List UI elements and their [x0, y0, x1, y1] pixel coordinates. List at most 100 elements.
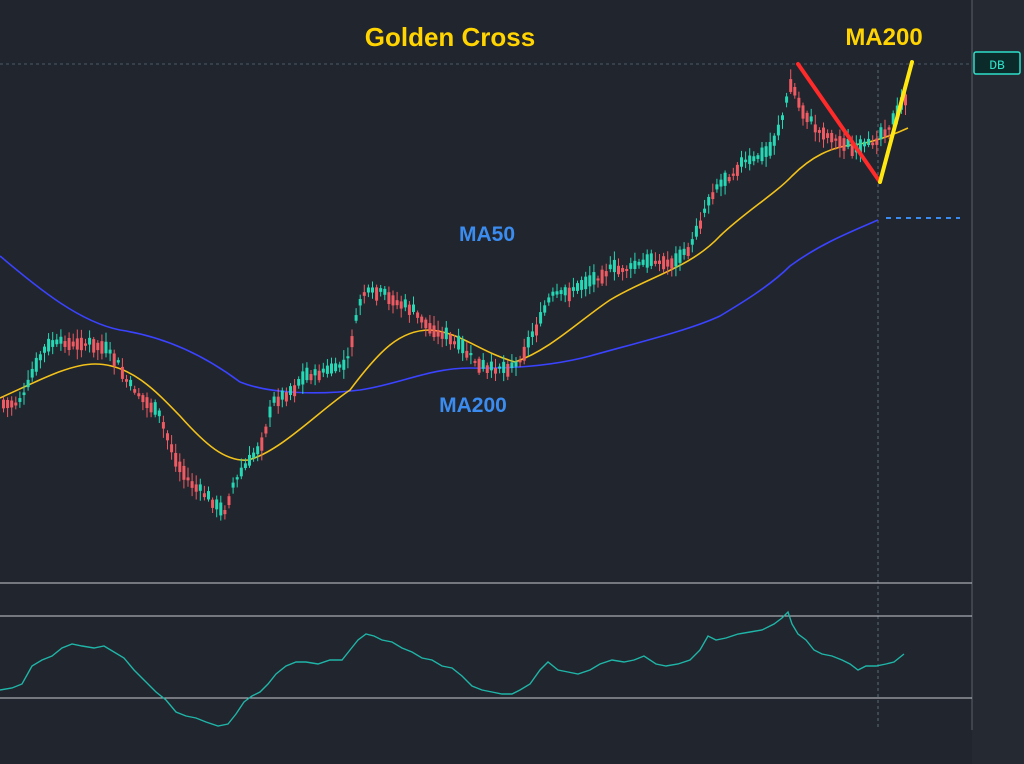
candle-body — [268, 406, 272, 418]
candle-body — [694, 225, 698, 237]
candle-body — [666, 259, 670, 267]
candle-body — [284, 392, 288, 402]
candle-body — [584, 276, 588, 290]
candle-body — [84, 343, 87, 346]
candle-body — [354, 315, 358, 321]
candle-body — [338, 364, 342, 368]
candle-body — [526, 336, 530, 348]
candle-body — [51, 340, 55, 347]
candle-body — [744, 159, 748, 163]
candle-body — [576, 283, 579, 291]
candle-body — [752, 156, 756, 162]
candle-body — [653, 260, 657, 264]
candle-body — [416, 312, 420, 318]
candle-body — [108, 349, 112, 354]
candle-body — [904, 94, 907, 106]
candle-body — [366, 287, 370, 293]
candle-body — [850, 142, 854, 156]
candle-body — [297, 379, 301, 386]
candle-body — [703, 208, 707, 213]
ma50-line — [0, 127, 909, 461]
candle-body — [239, 467, 243, 477]
candle-body — [186, 477, 190, 481]
candle-body — [612, 259, 616, 273]
candle-body — [883, 129, 887, 137]
candle-body — [75, 338, 79, 350]
candle-body — [543, 305, 547, 313]
candle-body — [18, 398, 22, 402]
candle-body — [444, 327, 448, 340]
candle-body — [465, 350, 469, 358]
candle-body — [223, 510, 227, 515]
candle-body — [59, 336, 63, 344]
oscillator-line — [0, 610, 905, 727]
candle-body — [145, 397, 149, 409]
candle-body — [838, 136, 842, 148]
candle-body — [330, 363, 333, 374]
candle-body — [793, 86, 797, 96]
candle-body — [412, 304, 415, 312]
candle-body — [407, 304, 411, 315]
candle-body — [120, 366, 124, 379]
candle-body — [157, 410, 161, 417]
candle-body — [149, 402, 153, 413]
candle-body — [588, 275, 592, 287]
candle-body — [776, 124, 780, 136]
candle-body — [489, 361, 493, 371]
candle-body — [608, 264, 612, 270]
candle-body — [842, 138, 846, 151]
candle-body — [740, 157, 743, 167]
candle-body — [760, 147, 764, 162]
candle-body — [551, 291, 555, 296]
candle-body — [34, 357, 38, 372]
candle-body — [637, 261, 641, 266]
ma200-top-label: MA200 — [845, 24, 922, 51]
candle-body — [440, 331, 444, 339]
candle-body — [891, 113, 895, 125]
candle-body — [658, 260, 661, 264]
candle-body — [711, 192, 715, 200]
candle-body — [55, 339, 59, 345]
candle-body — [22, 392, 26, 396]
candle-body — [383, 288, 387, 295]
candle-body — [190, 481, 194, 488]
candle-body — [43, 346, 46, 353]
candle-body — [334, 363, 338, 372]
candle-body — [867, 138, 871, 145]
candle-body — [399, 301, 403, 309]
chart-title: Golden Cross — [365, 22, 535, 52]
candle-body — [395, 300, 399, 306]
candle-body — [723, 172, 727, 186]
candle-body — [174, 452, 178, 467]
candle-body — [358, 299, 362, 306]
candle-body — [178, 461, 182, 473]
candle-body — [797, 97, 801, 108]
candle-body — [510, 362, 514, 369]
candle-body — [535, 324, 538, 336]
candle-body — [153, 402, 157, 415]
candle-body — [686, 247, 690, 256]
candle-body — [129, 379, 133, 387]
candle-body — [260, 437, 264, 451]
candle-body — [243, 463, 247, 469]
candle-body — [342, 359, 346, 370]
candle-body — [453, 341, 456, 345]
candle-body — [547, 297, 551, 303]
candle-body — [219, 502, 223, 516]
candle-body — [248, 454, 251, 466]
candle-body — [305, 367, 309, 381]
candle-body — [170, 444, 174, 453]
candle-body — [14, 402, 18, 406]
candle-body — [481, 359, 485, 369]
candle-body — [518, 360, 522, 363]
yellow-trend-arrow — [878, 60, 914, 184]
candle-body — [379, 288, 383, 292]
candle-body — [67, 337, 71, 351]
candle-body — [735, 164, 739, 176]
candle-body — [47, 338, 51, 352]
ma200-mid-label: MA200 — [439, 394, 507, 417]
candle-body — [252, 452, 256, 458]
candle-body — [92, 339, 96, 353]
candle-body — [502, 361, 506, 373]
candle-body — [88, 337, 92, 345]
